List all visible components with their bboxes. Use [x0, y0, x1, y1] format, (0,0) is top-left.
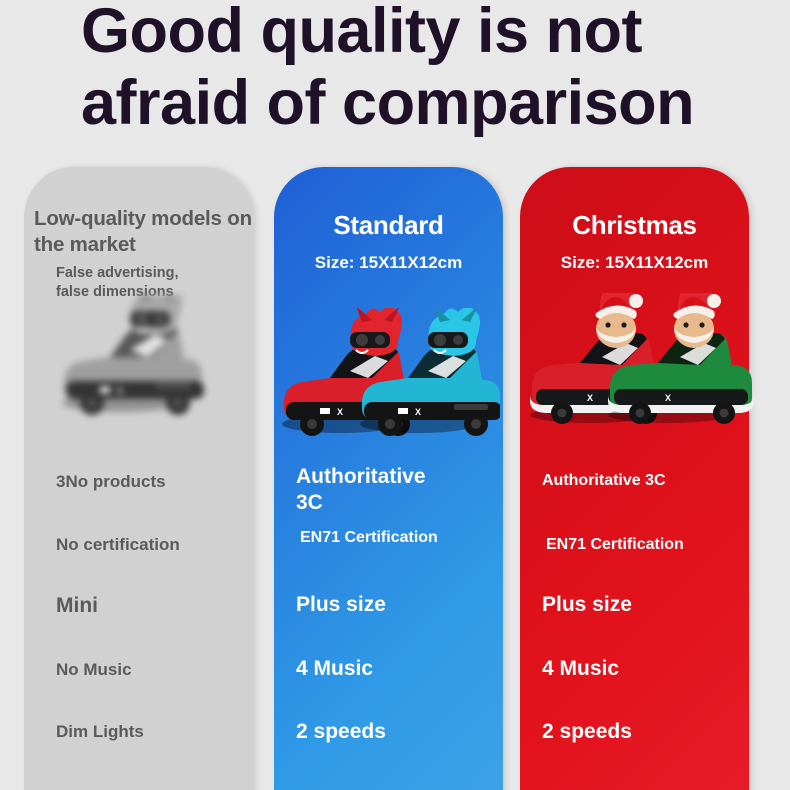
svg-text:X: X	[117, 386, 123, 396]
svg-text:X: X	[587, 393, 593, 403]
svg-text:X: X	[665, 393, 671, 403]
svg-text:X: X	[337, 407, 343, 417]
svg-text:X: X	[415, 407, 421, 417]
